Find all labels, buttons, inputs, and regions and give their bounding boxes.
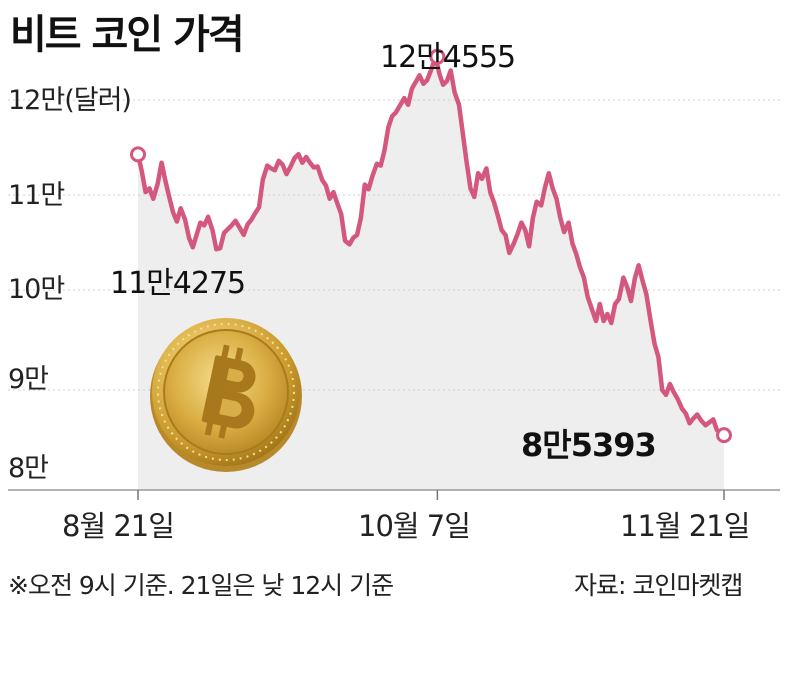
peak-value-label: 12만4555 xyxy=(380,40,516,75)
annotation-point xyxy=(716,427,732,444)
grid-lines xyxy=(8,99,780,391)
annotation-point xyxy=(130,146,146,163)
x-tick-label: 11월 21일 xyxy=(620,509,750,543)
x-tick-marks xyxy=(137,490,725,500)
y-tick-label: 8만 xyxy=(8,453,49,484)
price-line xyxy=(135,54,727,438)
annotation-markers xyxy=(130,48,732,444)
x-tick-label: 10월 7일 xyxy=(358,509,471,543)
source-note: 자료: 코인마켓캡 xyxy=(574,571,743,600)
y-tick-label: 9만 xyxy=(8,364,49,395)
bitcoin-coin-icon xyxy=(150,318,302,472)
y-tick-label: 11만 xyxy=(8,180,65,211)
y-tick-label: 10만 xyxy=(8,274,65,305)
annotation-point xyxy=(429,48,446,65)
footnote: ※오전 9시 기준. 21일은 낮 12시 기준 xyxy=(8,571,394,600)
y-tick-label: 12만(달러) xyxy=(8,85,132,116)
chart-title: 비트 코인 가격 xyxy=(10,12,245,58)
start-value-label: 11만4275 xyxy=(110,266,246,301)
x-tick-label: 8월 21일 xyxy=(62,509,175,543)
end-value-label: 8만5393 xyxy=(521,426,657,464)
